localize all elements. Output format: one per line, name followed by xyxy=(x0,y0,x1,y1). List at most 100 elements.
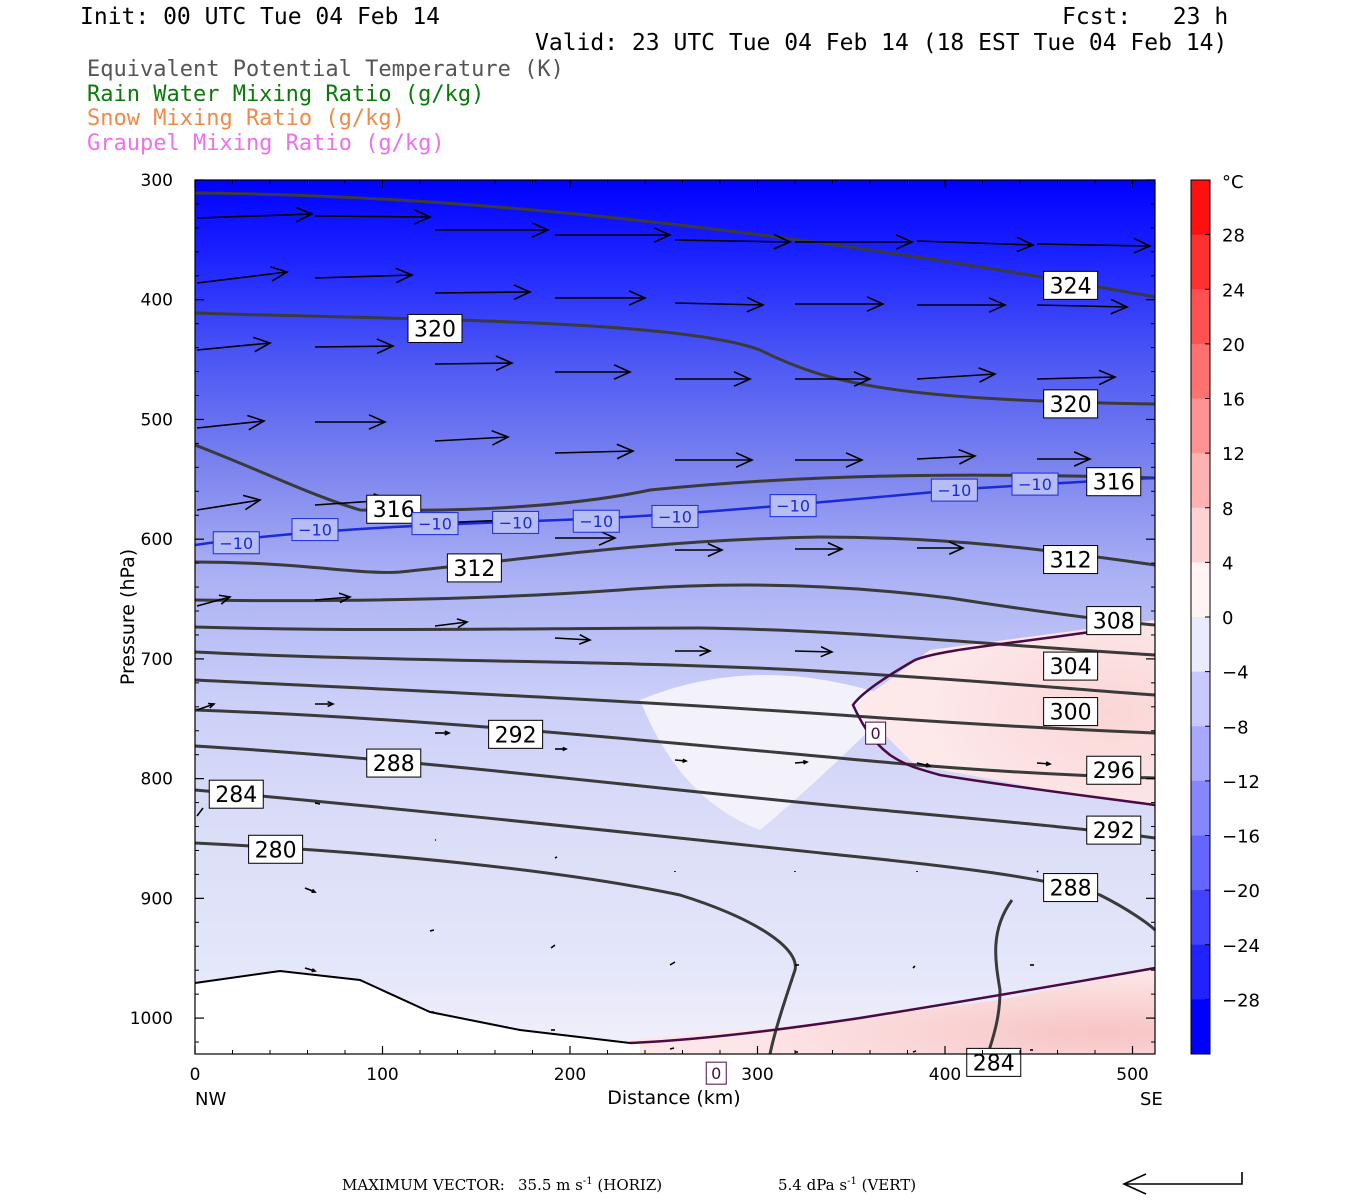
colorbar-segment xyxy=(1191,835,1210,891)
wind-vector-head xyxy=(247,414,266,431)
isotherm-label-box xyxy=(865,721,887,745)
wind-vector xyxy=(1036,304,1128,308)
y-tick-label: 800 xyxy=(141,770,173,790)
isotherm-label-box xyxy=(212,531,260,555)
theta-e-contour xyxy=(194,311,1156,406)
colorbar-tick-label: −12 xyxy=(1222,772,1260,793)
y-tick-label: 600 xyxy=(141,530,173,550)
horiz-tag: (HORIZ) xyxy=(597,1176,663,1194)
colorbar-tick-label: −24 xyxy=(1222,936,1260,957)
x-left-endpoint: NW xyxy=(195,1089,226,1110)
isotherm-label: −10 xyxy=(418,515,452,534)
colorbar-segment xyxy=(1191,999,1210,1055)
wind-vector-head xyxy=(578,633,592,645)
wind-vector xyxy=(794,650,833,653)
theta-e-label-box xyxy=(407,313,463,343)
colorbar-segment xyxy=(1191,180,1210,236)
wind-vector-head xyxy=(456,618,469,629)
y-tick-label: 300 xyxy=(141,171,173,191)
theta-e-label: 320 xyxy=(414,317,456,342)
wind-vector xyxy=(196,271,288,284)
wind-vectors xyxy=(196,206,1152,1053)
max-vector-vertical: 5.4 dPa s-1 (VERT) xyxy=(778,1176,916,1194)
y-tick-label: 1000 xyxy=(130,1009,173,1029)
theta-e-label: 288 xyxy=(1050,877,1092,902)
theta-e-label: 292 xyxy=(1093,819,1135,844)
wind-vector-head xyxy=(1098,369,1117,386)
wind-vector xyxy=(669,1047,675,1050)
wind-vector-head xyxy=(746,296,765,313)
wind-vector xyxy=(314,215,431,218)
wind-vector xyxy=(916,455,976,460)
wind-vector xyxy=(1036,762,1051,765)
wind-vector-head xyxy=(491,429,510,446)
wind-vector xyxy=(196,703,215,711)
wind-vector-head xyxy=(845,452,864,468)
colorbar-tick-label: 28 xyxy=(1222,226,1245,247)
wind-vector xyxy=(434,362,513,365)
wind-vector-head xyxy=(1045,761,1052,767)
theta-e-label-box xyxy=(1043,545,1099,575)
wind-vector-head xyxy=(1073,451,1092,467)
theta-e-label: 320 xyxy=(1050,393,1092,418)
isotherm-label: 0 xyxy=(871,724,881,743)
colorbar-segment xyxy=(1191,234,1210,290)
theta-e-label: 324 xyxy=(1050,274,1092,299)
theta-e-label: 296 xyxy=(1093,759,1135,784)
wind-vector xyxy=(912,965,916,969)
isotherm-label-box xyxy=(651,504,699,528)
colorbar-tick-label: 8 xyxy=(1222,499,1233,520)
terrain-below-ground xyxy=(195,972,640,1054)
colorbar-tick-label: 16 xyxy=(1222,390,1245,411)
wind-vector xyxy=(554,856,558,859)
wind-vector-head xyxy=(978,367,997,383)
colorbar-segment xyxy=(1191,617,1210,673)
theta-e-label-box xyxy=(1086,467,1142,497)
init-time: Init: 00 UTC Tue 04 Feb 14 xyxy=(80,4,441,30)
wind-vector-head xyxy=(598,530,617,546)
colorbar-segment xyxy=(1191,343,1210,399)
wind-vector xyxy=(429,929,435,932)
theta-e-contour xyxy=(986,899,1014,1055)
wind-vector-head xyxy=(376,338,395,355)
wind-vector xyxy=(196,596,231,607)
wind-vector-head xyxy=(988,297,1007,313)
wind-vector-head xyxy=(820,645,834,658)
wind-vector xyxy=(434,621,468,627)
colorbar: 28 24 20 16 12 8 4 0 −4 −8 −12 −16 −20 −24 −28 xyxy=(1190,179,1260,1055)
max-vector-label: MAXIMUM VECTOR: xyxy=(342,1176,505,1194)
wind-vector-head xyxy=(1133,237,1152,254)
colorbar-tick-label: 4 xyxy=(1222,553,1233,574)
wind-vector-head xyxy=(613,364,632,380)
y-tick-label: 500 xyxy=(141,410,173,430)
wind-vector-head xyxy=(827,541,844,557)
wind-vector-head xyxy=(707,542,724,558)
wind-vector xyxy=(912,1050,917,1053)
isotherm-label: −10 xyxy=(298,521,332,540)
plot-frame xyxy=(194,179,1156,1055)
colorbar-tick-label: 24 xyxy=(1222,280,1245,301)
reference-vector-arrow-icon xyxy=(1122,1172,1243,1195)
wind-vector xyxy=(196,213,313,219)
theta-e-label: 284 xyxy=(215,783,257,808)
wind-vector xyxy=(196,807,204,817)
wind-vector xyxy=(794,761,808,764)
theta-e-label-box xyxy=(1043,389,1099,419)
wind-vector xyxy=(669,961,676,966)
x-tick-label: 0 xyxy=(190,1065,201,1085)
theta-e-label-box xyxy=(1043,697,1099,727)
max-vector-horizontal: 35.5 m s-1 (HORIZ) xyxy=(518,1176,662,1194)
theta-e-contour xyxy=(194,191,1156,299)
wind-vector-head xyxy=(653,227,672,243)
colorbar-segment xyxy=(1191,453,1210,509)
wind-vector-head xyxy=(338,592,352,604)
colorbar-tick-label: −16 xyxy=(1222,827,1260,848)
wind-vector-head xyxy=(853,371,872,387)
wind-vector-head xyxy=(253,336,272,353)
wind-vector-head xyxy=(311,968,317,973)
theta-e-label: 312 xyxy=(453,557,495,582)
y-tick-label: 400 xyxy=(141,291,173,311)
theta-e-label: 280 xyxy=(255,838,297,863)
isotherm-label: −10 xyxy=(219,534,253,553)
